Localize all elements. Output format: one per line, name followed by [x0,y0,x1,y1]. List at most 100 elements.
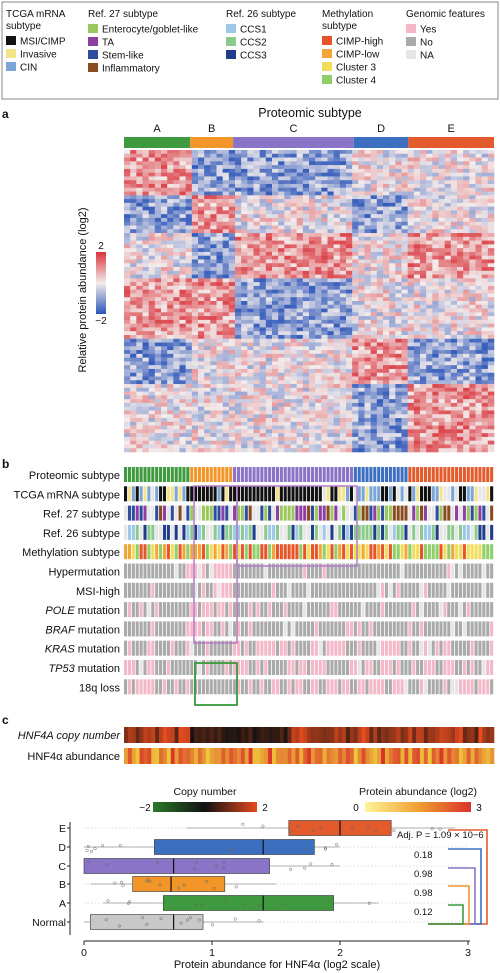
heatmap-cell [210,195,217,200]
heatmap-cell [339,225,347,230]
heatmap-cell [370,410,378,415]
heatmap-cell [272,206,279,211]
heatmap-cell [444,353,452,358]
heatmap-cell [487,406,495,411]
heatmap-cell [376,391,384,396]
heatmap-cell [389,267,396,272]
heatmap-cell [346,440,353,445]
heatmap-cell [253,161,260,166]
heatmap-cell [296,425,304,430]
heatmap-cell [339,429,347,434]
heatmap-cell [222,157,230,162]
heatmap-cell [222,278,230,283]
heatmap-cell [450,331,458,336]
heatmap-cell [426,165,433,170]
heatmap-cell [124,331,131,336]
heatmap-cell [450,244,458,249]
heatmap-cell [413,187,421,192]
track-cell [186,467,190,482]
heatmap-cell [284,308,291,313]
heatmap-cell [309,440,316,445]
heatmap-cell [481,297,489,302]
heatmap-cell [235,361,242,366]
heatmap-cell [161,387,168,392]
heatmap-cell [413,278,421,283]
heatmap-cell [352,372,359,377]
heatmap-cell [148,387,156,392]
heatmap-cell [142,429,149,434]
heatmap-cell [389,433,396,438]
heatmap-cell [173,153,180,158]
heatmap-cell [259,353,267,358]
heatmap-cell [401,421,408,426]
heatmap-cell [161,187,168,192]
heatmap-cell [457,399,464,404]
heatmap-cell [302,334,310,340]
heatmap-cell [469,308,476,313]
heatmap-cell [432,165,439,170]
heatmap-cell [148,350,156,355]
heatmap-cell [413,395,421,400]
heatmap-cell [185,304,193,309]
heatmap-cell [346,395,353,400]
heatmap-cell [167,304,174,309]
heatmap-cell [265,395,273,400]
heatmap-cell [222,357,230,362]
heatmap-cell [148,414,156,419]
heatmap-cell [401,384,408,389]
heatmap-cell [259,293,267,298]
heatmap-cell [272,440,279,445]
heatmap-cell [148,221,156,226]
heatmap-cell [253,251,260,257]
heatmap-cell [401,425,408,430]
heatmap-cell [161,414,168,419]
heatmap-cell [302,448,310,453]
heatmap-cell [358,316,365,321]
heatmap-cell [235,331,242,336]
heatmap-cell [253,334,260,340]
heatmap-cell [383,180,390,185]
heatmap-cell [222,319,230,324]
heatmap-cell [204,436,211,441]
heatmap-cell [389,338,396,343]
heatmap-cell [142,150,149,155]
heatmap-cell [475,236,482,241]
heatmap-cell [487,387,495,392]
heatmap-cell [210,308,217,313]
heatmap-cell [420,418,427,423]
heatmap-cell [450,421,458,426]
heatmap-cell [401,365,408,370]
heatmap-cell [309,195,316,200]
heatmap-cell [130,308,137,313]
heatmap-cell [426,406,433,411]
heatmap-cell [333,150,341,155]
heatmap-cell [450,372,458,377]
heatmap-cell [358,270,365,275]
heatmap-cell [389,282,396,287]
heatmap-cell [302,248,310,253]
heatmap-cell [241,429,248,434]
heatmap-cell [185,380,193,385]
heatmap-cell [185,199,193,204]
heatmap-cell [161,214,168,219]
heatmap-cell [463,421,470,426]
heatmap-cell [216,168,223,173]
heatmap-cell [179,214,186,219]
heatmap-cell [383,278,390,283]
heatmap-cell [315,301,322,306]
heatmap-cell [296,331,304,336]
heatmap-cell [450,191,458,196]
heatmap-cell [395,165,402,170]
heatmap-cell [191,338,199,343]
heatmap-cell [124,338,131,343]
heatmap-cell [272,368,279,374]
heatmap-cell [284,429,291,434]
heatmap-cell [179,316,186,321]
heatmap-cell [333,331,341,336]
heatmap-cell [333,161,341,166]
subtype-bar-segment [408,137,494,148]
heatmap-cell [173,225,180,230]
heatmap-cell [407,263,415,268]
heatmap-cell [389,206,396,211]
heatmap-cell [376,255,384,260]
